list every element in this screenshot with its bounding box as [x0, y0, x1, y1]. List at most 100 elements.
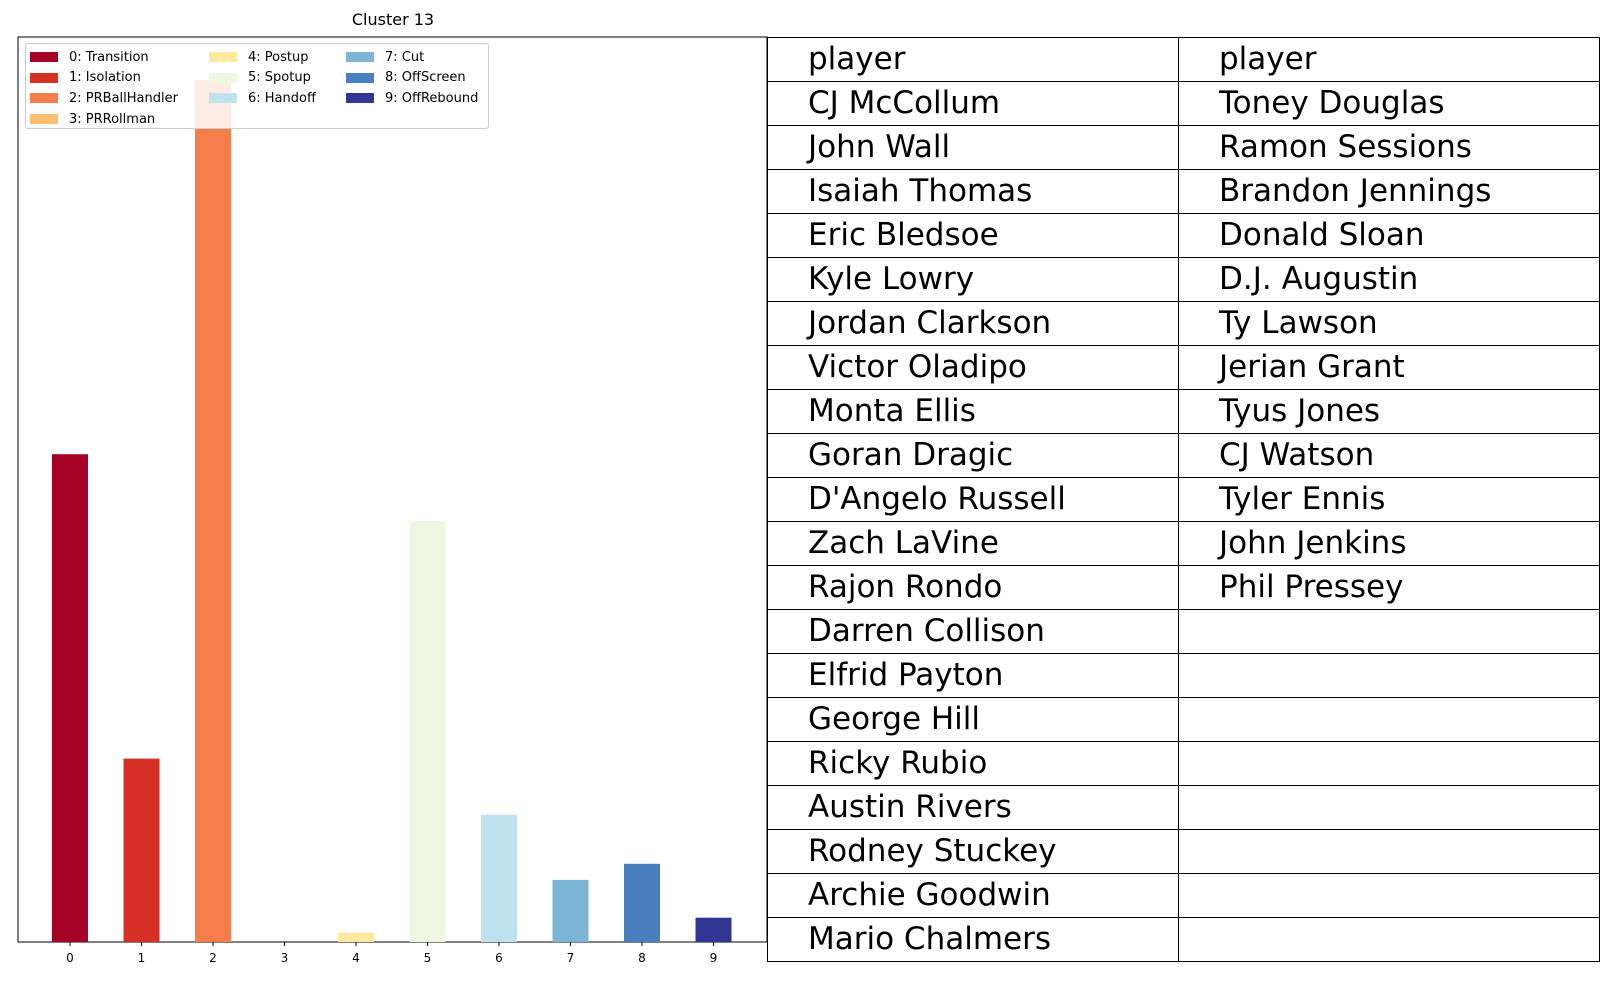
x-tick-label: 9 — [710, 951, 718, 965]
legend-swatch — [30, 114, 58, 125]
table-cell: Monta Ellis — [767, 389, 1179, 434]
table-row: Mario Chalmers — [767, 917, 1600, 962]
table-cell: Archie Goodwin — [767, 873, 1179, 918]
chart-legend: 0: Transition 1: Isolation 2: PRBallHandle… — [25, 43, 489, 129]
table-cell: Kyle Lowry — [767, 257, 1179, 302]
legend-swatch — [30, 72, 58, 83]
table-cell: Jerian Grant — [1178, 345, 1600, 390]
bar-chart: 0 1 2 3 4 5 6 7 8 9 — [17, 36, 768, 965]
table-cell — [1178, 829, 1600, 874]
table-cell: Ramon Sessions — [1178, 125, 1600, 170]
table-cell — [1178, 609, 1600, 654]
chart-title: Cluster 13 — [351, 10, 435, 29]
legend-entry: 3: PRRollman — [30, 109, 178, 130]
table-cell — [1178, 653, 1600, 698]
x-tick-label: 5 — [424, 951, 432, 965]
table-cell: Austin Rivers — [767, 785, 1179, 830]
bar-5 — [409, 521, 446, 942]
table-cell: Victor Oladipo — [767, 345, 1179, 390]
table-row: Austin Rivers — [767, 785, 1600, 830]
table-cell: Phil Pressey — [1178, 565, 1600, 610]
table-cell — [1178, 697, 1600, 742]
legend-entry: 8: OffScreen — [346, 68, 478, 89]
bar-8 — [624, 863, 660, 942]
legend-swatch — [209, 72, 237, 83]
table-cell: Jordan Clarkson — [767, 301, 1179, 346]
table-cell — [1178, 785, 1600, 830]
x-tick-label: 0 — [66, 951, 74, 965]
legend-column: 0: Transition 1: Isolation 2: PRBallHandle… — [30, 47, 178, 129]
legend-label: 1: Isolation — [69, 70, 141, 86]
legend-swatch — [30, 93, 58, 104]
table-cell: CJ McCollum — [767, 81, 1179, 126]
bar-6 — [481, 814, 517, 942]
player-table: player player CJ McCollum Toney Douglas John… — [767, 37, 1600, 962]
bar-1 — [123, 758, 160, 942]
legend-swatch — [346, 93, 374, 104]
table-cell — [1178, 741, 1600, 786]
table-row: Rodney Stuckey — [767, 829, 1600, 874]
table-row: Archie Goodwin — [767, 873, 1600, 918]
table-row: Zach LaVine John Jenkins — [767, 521, 1600, 566]
table-cell: Donald Sloan — [1178, 213, 1600, 258]
legend-swatch — [346, 52, 374, 63]
table-header-cell: player — [767, 37, 1179, 82]
legend-swatch — [209, 93, 237, 104]
table-row: Darren Collison — [767, 609, 1600, 654]
x-tick-label: 8 — [638, 951, 646, 965]
table-cell: Rodney Stuckey — [767, 829, 1179, 874]
table-cell: Zach LaVine — [767, 521, 1179, 566]
bar-4 — [338, 932, 374, 942]
legend-entry: 5: Spotup — [209, 68, 316, 89]
table-row: Victor Oladipo Jerian Grant — [767, 345, 1600, 390]
table-row: Monta Ellis Tyus Jones — [767, 389, 1600, 434]
legend-label: 6: Handoff — [248, 90, 316, 106]
table-cell: CJ Watson — [1178, 433, 1600, 478]
x-tick-label: 3 — [281, 951, 289, 965]
bar-7 — [552, 879, 589, 942]
table-row: John Wall Ramon Sessions — [767, 125, 1600, 170]
table-cell: Goran Dragic — [767, 433, 1179, 478]
bar-9 — [695, 917, 732, 942]
table-cell: Brandon Jennings — [1178, 169, 1600, 214]
legend-entry: 2: PRBallHandler — [30, 88, 178, 109]
legend-label: 7: Cut — [385, 49, 425, 65]
table-row: CJ McCollum Toney Douglas — [767, 81, 1600, 126]
legend-entry: 9: OffRebound — [346, 88, 478, 109]
table-cell: Tyler Ennis — [1178, 477, 1600, 522]
x-tick-label: 4 — [352, 951, 360, 965]
legend-label: 5: Spotup — [248, 70, 311, 86]
legend-entry: 1: Isolation — [30, 68, 178, 89]
table-header-cell: player — [1178, 37, 1600, 82]
legend-entry: 6: Handoff — [209, 88, 316, 109]
legend-swatch — [209, 52, 237, 63]
table-row: D'Angelo Russell Tyler Ennis — [767, 477, 1600, 522]
bar-2 — [195, 80, 231, 943]
bar-0 — [52, 454, 88, 942]
table-cell: Rajon Rondo — [767, 565, 1179, 610]
table-cell: John Jenkins — [1178, 521, 1600, 566]
legend-label: 4: Postup — [248, 49, 309, 65]
table-cell: Isaiah Thomas — [767, 169, 1179, 214]
legend-entry: 4: Postup — [209, 47, 316, 68]
table-cell: Eric Bledsoe — [767, 213, 1179, 258]
table-row: Isaiah Thomas Brandon Jennings — [767, 169, 1600, 214]
table-row: Kyle Lowry D.J. Augustin — [767, 257, 1600, 302]
legend-label: 0: Transition — [69, 49, 149, 65]
legend-column: 7: Cut 8: OffScreen 9: OffRebound — [346, 47, 478, 109]
legend-entry: 7: Cut — [346, 47, 478, 68]
table-cell: Darren Collison — [767, 609, 1179, 654]
table-cell: Ricky Rubio — [767, 741, 1179, 786]
table-row: Ricky Rubio — [767, 741, 1600, 786]
table-cell: George Hill — [767, 697, 1179, 742]
table-row: Eric Bledsoe Donald Sloan — [767, 213, 1600, 258]
table-cell: John Wall — [767, 125, 1179, 170]
table-row: George Hill — [767, 697, 1600, 742]
table-row: Elfrid Payton — [767, 653, 1600, 698]
table-row: Jordan Clarkson Ty Lawson — [767, 301, 1600, 346]
legend-swatch — [346, 72, 374, 83]
legend-label: 9: OffRebound — [385, 90, 479, 106]
legend-label: 8: OffScreen — [385, 70, 466, 86]
table-cell: Tyus Jones — [1178, 389, 1600, 434]
legend-column: 4: Postup 5: Spotup 6: Handoff — [209, 47, 316, 109]
